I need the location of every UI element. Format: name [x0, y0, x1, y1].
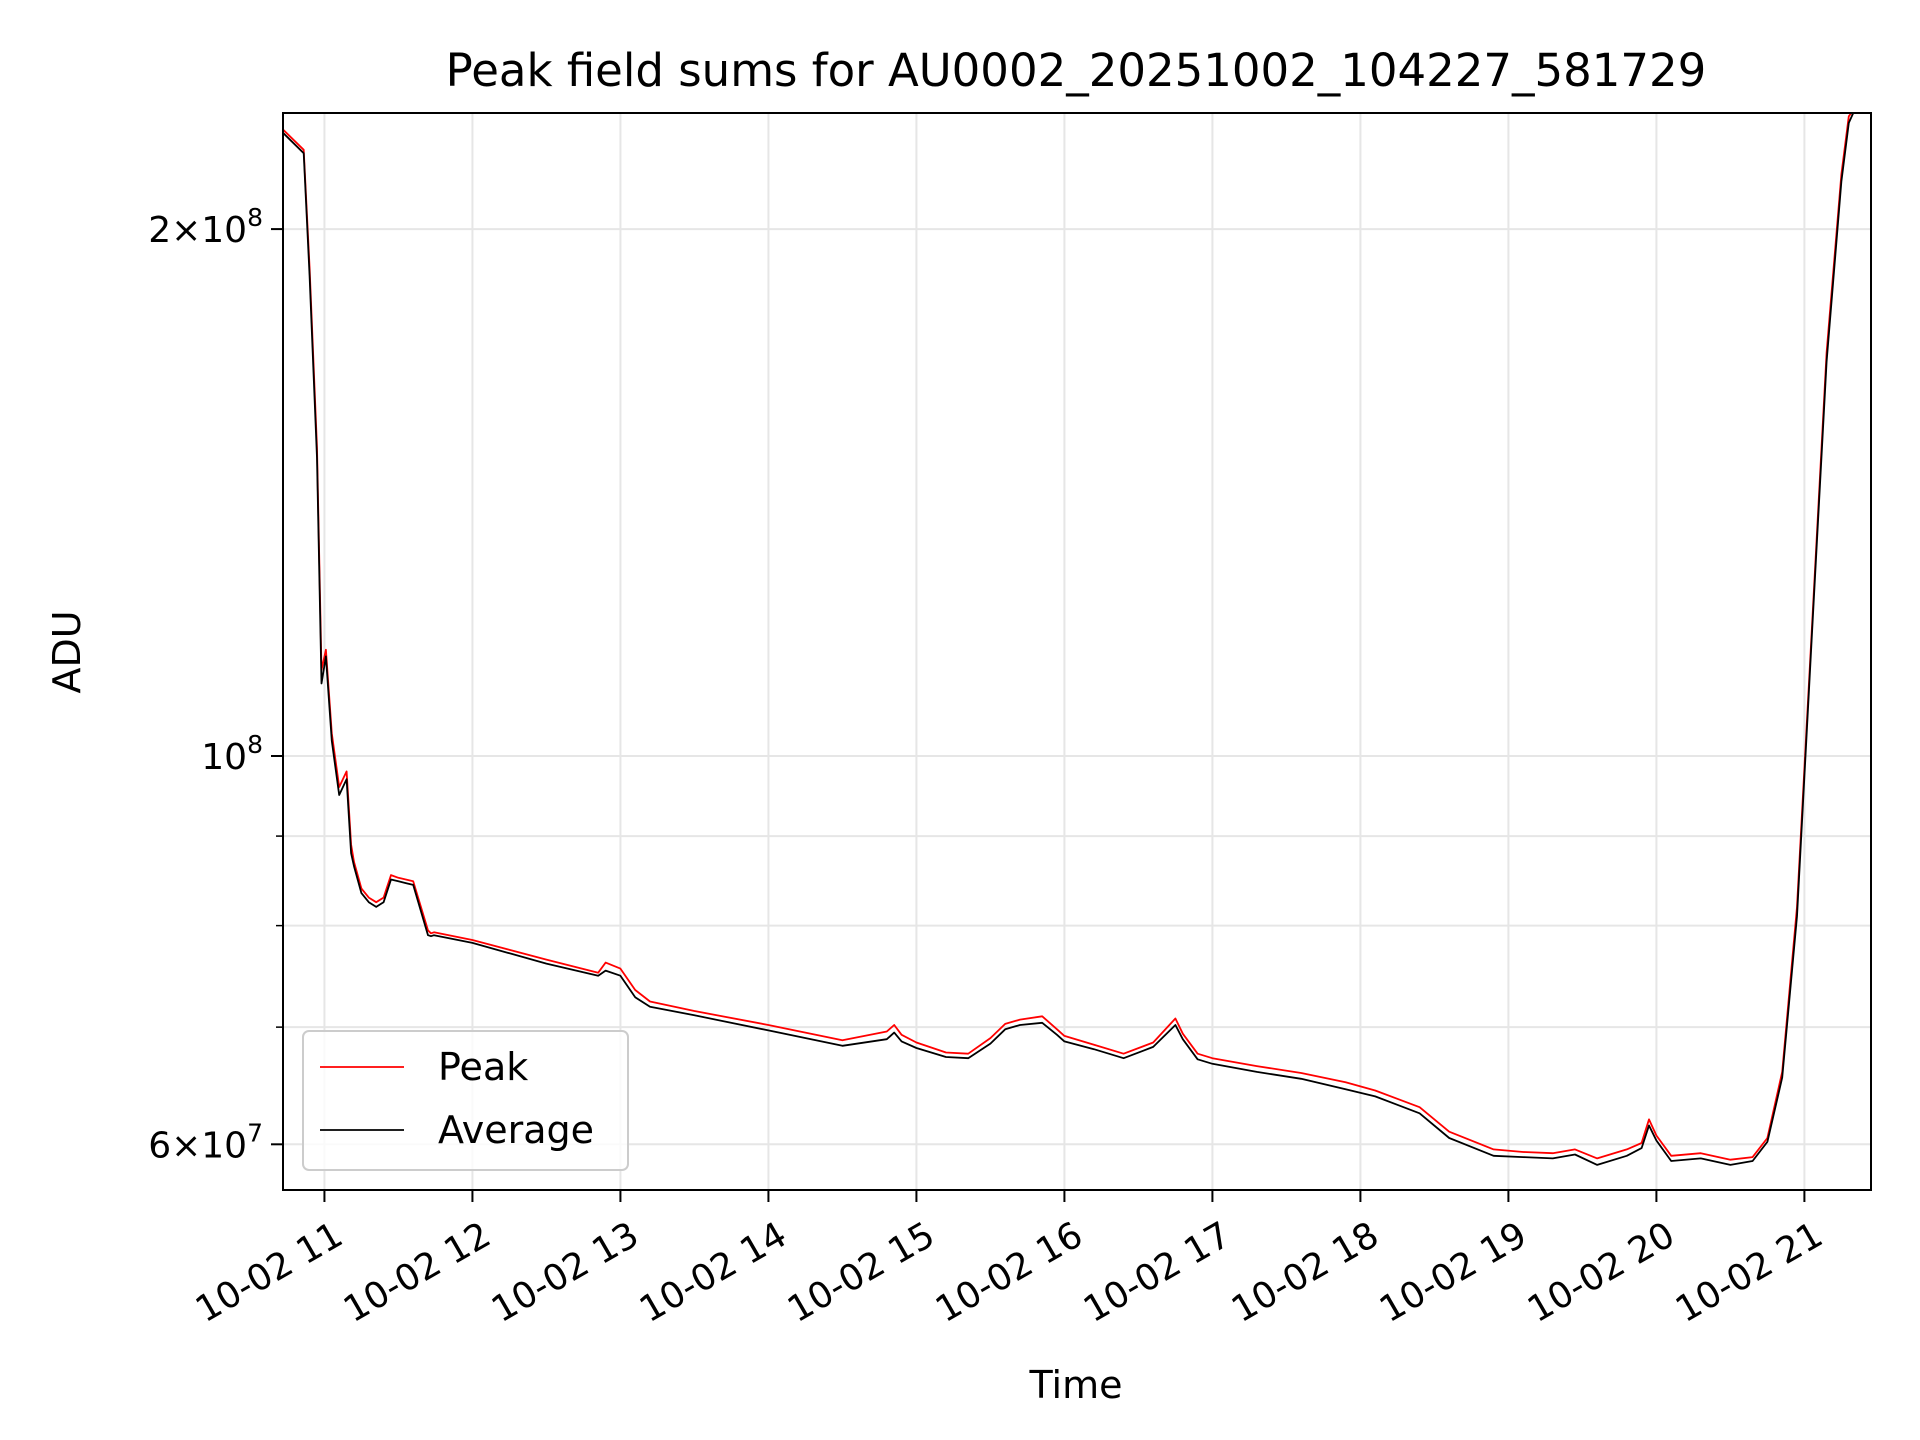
y-axis-label: ADU	[45, 610, 89, 693]
x-axis-label: Time	[1029, 1363, 1123, 1407]
legend-box	[302, 1030, 629, 1171]
legend-label-peak: Peak	[438, 1045, 528, 1089]
legend-label-average: Average	[438, 1108, 594, 1152]
series-line-peak	[283, 113, 1853, 1161]
series-line-average	[283, 113, 1855, 1166]
y-tick-label-0: 6×107	[148, 1118, 263, 1166]
y-tick-label-1: 108	[201, 730, 263, 778]
series-layer	[283, 113, 1855, 1166]
y-ticks: 6×107 108 2×108	[148, 203, 283, 1166]
plot-frame	[282, 112, 1872, 1191]
chart-title: Peak field sums for AU0002_20251002_1042…	[446, 44, 1707, 97]
y-tick-label-2: 2×108	[148, 203, 263, 251]
grid	[283, 113, 1871, 1190]
legend: Peak Average	[302, 1030, 629, 1171]
